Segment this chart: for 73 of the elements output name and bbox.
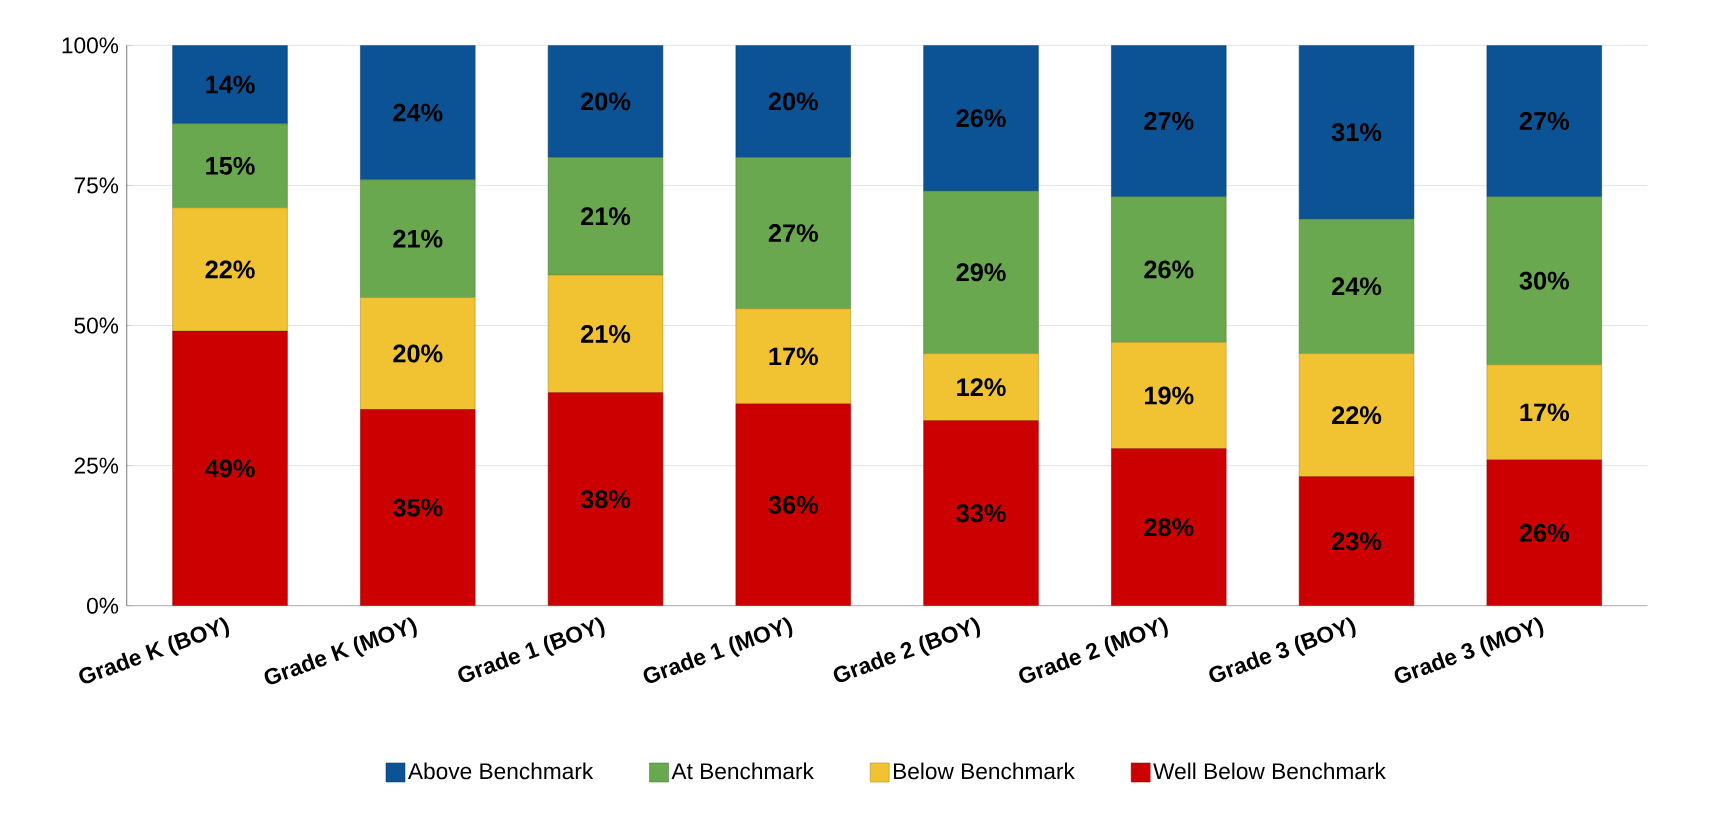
- data-label: 27%: [768, 223, 818, 242]
- legend-label: Below Benchmark: [893, 762, 1075, 780]
- bar: [1111, 448, 1227, 606]
- data-label: 26%: [1519, 523, 1569, 542]
- y-tick-label: 50%: [74, 317, 119, 334]
- bar: [1486, 459, 1602, 606]
- data-label: 17%: [769, 347, 818, 366]
- bar: [1486, 364, 1602, 461]
- data-label: 26%: [1144, 260, 1194, 279]
- data-label: 30%: [1519, 271, 1569, 290]
- bar: [1298, 353, 1415, 477]
- bar: [360, 45, 476, 180]
- y-tick-label: 25%: [74, 457, 119, 474]
- bar: [923, 190, 1039, 354]
- data-label: 23%: [1332, 532, 1382, 551]
- data-label: 19%: [1145, 386, 1194, 405]
- bar: [547, 45, 664, 158]
- bar: [360, 179, 476, 298]
- data-label: 21%: [581, 207, 631, 225]
- bar: [735, 45, 851, 158]
- bar: [172, 207, 288, 332]
- data-label: 24%: [1332, 277, 1382, 295]
- data-label: 21%: [393, 229, 443, 248]
- data-label: 35%: [392, 498, 443, 517]
- bar: [923, 353, 1039, 421]
- data-label: 28%: [1144, 518, 1194, 536]
- y-tick-label: 100%: [62, 37, 119, 54]
- bar: [923, 420, 1039, 606]
- data-label: 49%: [205, 459, 255, 478]
- bar: [1486, 196, 1602, 365]
- data-label: 38%: [580, 489, 631, 508]
- bar: [172, 45, 288, 124]
- legend-label: Above Benchmark: [407, 762, 594, 780]
- bar: [1111, 196, 1227, 343]
- data-label: 20%: [581, 92, 631, 111]
- bar: [1111, 341, 1227, 449]
- data-label: 22%: [1332, 405, 1382, 424]
- data-label: 17%: [1520, 403, 1569, 422]
- bar: [1298, 218, 1415, 354]
- bar: [735, 156, 851, 309]
- data-label: 22%: [205, 260, 255, 279]
- data-label: 26%: [956, 108, 1006, 127]
- bar: [735, 403, 851, 606]
- bar: [172, 330, 288, 606]
- data-label: 27%: [1519, 111, 1569, 130]
- data-label: 20%: [393, 344, 443, 363]
- bar: [547, 274, 664, 393]
- data-label: 33%: [956, 504, 1006, 522]
- y-tick-label: 0%: [87, 597, 119, 614]
- bar: [1298, 476, 1415, 606]
- bar: [1486, 45, 1602, 197]
- data-label: 27%: [1144, 111, 1194, 130]
- bar: [172, 123, 288, 208]
- bar: [547, 392, 664, 606]
- bar: [547, 156, 664, 276]
- data-label: 21%: [581, 324, 631, 343]
- bar: [360, 297, 476, 410]
- data-label: 24%: [393, 103, 443, 122]
- bar: [1298, 45, 1415, 220]
- bar: [735, 308, 851, 404]
- data-label: 36%: [768, 495, 818, 514]
- legend-label: Well Below Benchmark: [1153, 762, 1386, 780]
- bar: [923, 45, 1039, 192]
- data-label: 12%: [957, 377, 1006, 396]
- bar: [360, 409, 476, 606]
- data-label: 31%: [1331, 122, 1382, 141]
- data-label: 14%: [206, 75, 255, 94]
- bar: [1111, 45, 1227, 197]
- y-tick-label: 75%: [74, 177, 119, 194]
- data-label: 15%: [206, 156, 255, 175]
- legend-label: At Benchmark: [671, 762, 814, 780]
- data-label: 29%: [956, 263, 1006, 282]
- data-label: 20%: [768, 92, 818, 111]
